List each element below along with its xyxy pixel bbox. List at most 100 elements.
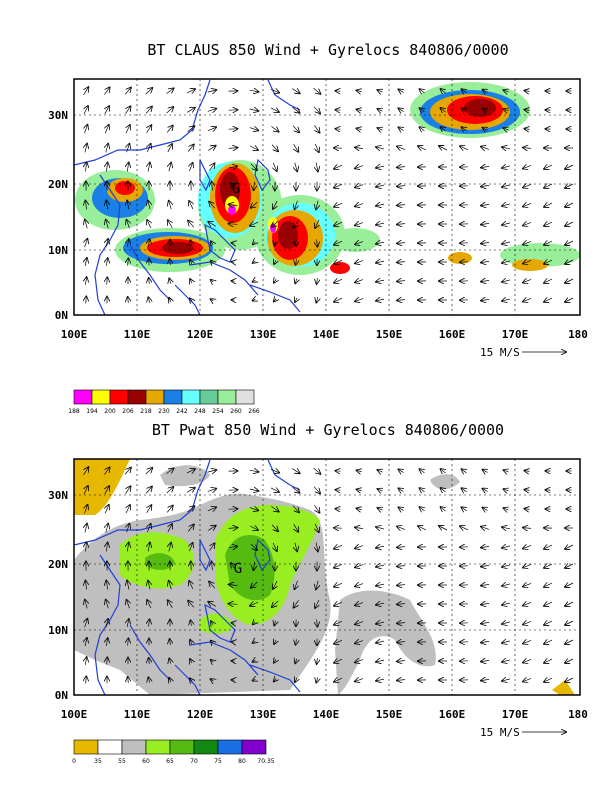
wind-vector	[254, 181, 255, 190]
wind-vector	[190, 640, 192, 644]
wind-vector	[376, 660, 385, 662]
wind-vector	[207, 90, 217, 92]
wind-vector	[399, 469, 404, 472]
wind-vector	[145, 88, 153, 95]
wind-vector	[166, 468, 173, 474]
wind-vector	[502, 527, 511, 529]
wind-vector	[107, 277, 108, 285]
wind-vector	[376, 223, 385, 225]
colorbar-swatch	[199, 389, 219, 405]
wind-vector	[270, 89, 279, 92]
wind-vector	[523, 241, 532, 244]
wind-vector	[85, 638, 87, 647]
wind-vector	[229, 584, 238, 585]
wind-vector	[127, 543, 128, 552]
wind-vector	[294, 220, 299, 227]
wind-vector	[483, 128, 488, 131]
wind-vector	[481, 147, 490, 150]
wind-vector	[355, 584, 364, 587]
wind-vector	[376, 565, 385, 567]
wind-vector	[334, 298, 343, 302]
top-lon-label: 140E	[313, 328, 340, 341]
wind-vector	[502, 261, 511, 263]
wind-vector	[420, 507, 425, 511]
bottom-lon-labels: 100E 110E 120E 130E 140E 150E 160E 170E …	[61, 708, 588, 721]
colorbar-swatch	[121, 739, 147, 755]
colorbar-swatch	[217, 389, 237, 405]
wind-vector	[270, 488, 279, 492]
wind-vector	[211, 261, 213, 264]
wind-vector	[85, 619, 88, 628]
wind-vector	[355, 204, 364, 207]
wind-vector	[544, 298, 553, 302]
wind-vector	[127, 163, 128, 172]
wind-vector	[292, 469, 299, 474]
wind-vector	[355, 147, 364, 148]
wind-vector	[187, 506, 195, 513]
wind-vector	[504, 90, 509, 92]
wind-vector	[145, 107, 152, 114]
wind-vector	[355, 565, 364, 568]
wind-vector	[523, 203, 532, 206]
wind-vector	[316, 677, 317, 682]
wind-vector	[544, 203, 553, 207]
wind-vector	[317, 239, 318, 246]
colorbar-label: 65	[166, 758, 174, 765]
wind-vector	[525, 129, 530, 130]
colorbar-label: 254	[212, 408, 224, 415]
wind-vector	[274, 279, 276, 282]
wind-vector	[127, 524, 130, 533]
bottom-map-frame	[73, 458, 581, 696]
wind-vector	[254, 561, 255, 570]
wind-vector	[105, 125, 109, 134]
colorbar-label: 266	[248, 408, 260, 415]
colorbar-label: 260	[230, 408, 242, 415]
wind-vector	[420, 127, 425, 131]
bottom-wind-vectors	[84, 467, 574, 683]
wind-vector	[208, 602, 216, 607]
bottom-lon-label: 140E	[313, 708, 340, 721]
wind-vector	[292, 125, 299, 133]
colorbar-swatch	[163, 389, 183, 405]
wind-vector	[106, 239, 108, 248]
wind-vector	[418, 526, 427, 530]
wind-vector	[105, 106, 109, 115]
wind-vector	[481, 622, 490, 623]
wind-vector	[124, 468, 131, 475]
wind-vector	[228, 166, 237, 167]
wind-vector	[483, 489, 488, 492]
wind-vector	[378, 90, 383, 92]
wind-vector	[481, 242, 490, 243]
wind-vector	[460, 146, 469, 150]
wind-vector	[523, 564, 532, 567]
wind-vector	[481, 527, 490, 530]
wind-vector	[565, 203, 574, 207]
wind-vector	[211, 660, 214, 662]
bottom-lon-label: 180	[568, 708, 588, 721]
wind-vector	[462, 127, 467, 131]
wind-vector	[271, 506, 278, 511]
wind-vector	[317, 278, 318, 284]
wind-vector	[253, 641, 256, 643]
wind-vector	[274, 260, 276, 264]
top-lat-label: 30N	[48, 109, 68, 122]
wind-vector	[462, 469, 467, 473]
wind-vector	[544, 583, 553, 587]
wind-vector	[105, 505, 109, 514]
wind-vector	[208, 222, 216, 227]
wind-vector	[253, 242, 255, 245]
wind-vector	[525, 91, 530, 92]
wind-vector	[274, 241, 275, 246]
wind-vector	[502, 223, 511, 225]
wind-vector	[502, 679, 511, 681]
wind-vector	[420, 469, 425, 473]
wind-vector	[502, 584, 511, 586]
wind-vector	[85, 220, 87, 229]
wind-vector	[147, 505, 152, 513]
wind-vector	[523, 640, 532, 643]
wind-vector	[85, 277, 86, 285]
top-panel-title: BT CLAUS 850 Wind + Gyrelocs 840806/0000	[147, 41, 508, 59]
wind-vector	[544, 602, 553, 606]
wind-vector	[544, 678, 553, 682]
wind-vector	[397, 661, 406, 662]
